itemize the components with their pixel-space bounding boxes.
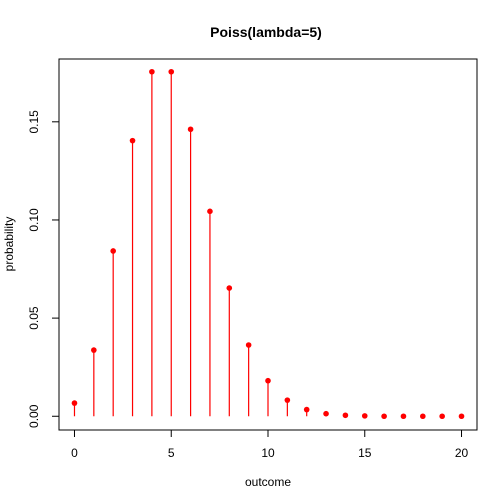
- data-point: [168, 68, 175, 75]
- y-tick-label: 0.15: [27, 110, 41, 134]
- data-point: [458, 413, 465, 420]
- y-tick-label: 0.10: [27, 208, 41, 232]
- x-axis: 0 5 10 15 20: [71, 429, 469, 460]
- data-point: [265, 377, 271, 384]
- data-point: [303, 406, 310, 413]
- x-tick-label: 10: [261, 446, 275, 460]
- y-tick-label: 0.05: [27, 306, 41, 330]
- x-tick-label: 20: [455, 446, 469, 460]
- data-point: [149, 68, 155, 75]
- x-axis-label: outcome: [245, 475, 291, 489]
- y-tick-label: 0.00: [27, 404, 41, 428]
- data-point: [420, 413, 426, 420]
- x-tick-label: 15: [358, 446, 372, 460]
- chart-title: Poiss(lambda=5): [210, 24, 322, 40]
- x-tick-label: 5: [168, 446, 175, 460]
- data-point: [361, 413, 368, 419]
- data-point: [400, 413, 407, 420]
- x-tick-label: 0: [71, 446, 78, 460]
- data-point: [129, 137, 136, 144]
- data-point: [323, 410, 329, 417]
- data-marks: [71, 68, 465, 420]
- data-point: [342, 412, 349, 419]
- data-point: [110, 248, 116, 254]
- data-point: [284, 397, 291, 403]
- y-axis-label: probability: [2, 217, 16, 272]
- data-point: [245, 342, 252, 348]
- y-axis: 0.00 0.05 0.10 0.15: [27, 110, 60, 428]
- data-point: [381, 413, 387, 420]
- data-point: [226, 285, 233, 291]
- data-point: [71, 400, 78, 406]
- data-point: [207, 208, 213, 215]
- data-point: [91, 347, 97, 353]
- data-point: [187, 126, 194, 133]
- plot-frame: [58, 58, 478, 431]
- data-point: [439, 413, 445, 420]
